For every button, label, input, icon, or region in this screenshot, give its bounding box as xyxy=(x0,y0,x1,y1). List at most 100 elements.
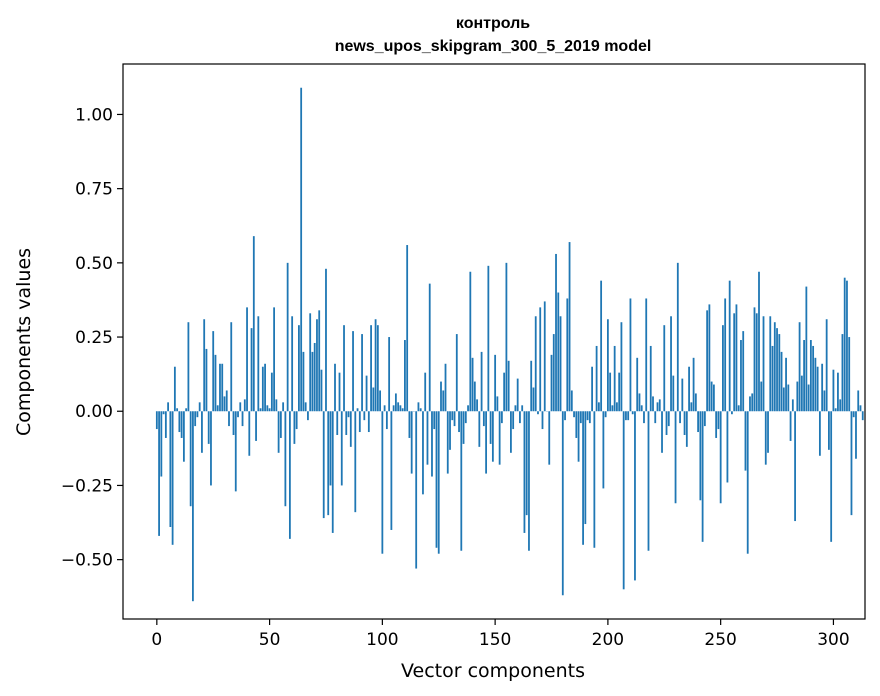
bar-component-138 xyxy=(467,405,469,412)
bar-component-116 xyxy=(417,402,420,412)
bar-component-151 xyxy=(496,396,499,412)
bar-component-35 xyxy=(234,411,237,492)
bar-component-255 xyxy=(731,411,733,415)
bar-component-134 xyxy=(458,411,460,433)
bar-component-234 xyxy=(683,411,686,435)
bar-component-258 xyxy=(737,405,740,412)
bar-component-41 xyxy=(248,411,251,456)
bar-component-45 xyxy=(257,316,260,412)
bar-component-302 xyxy=(837,372,839,412)
bar-component-117 xyxy=(419,408,422,412)
bar-component-215 xyxy=(640,405,643,412)
bar-component-310 xyxy=(855,411,857,459)
bar-component-303 xyxy=(839,399,842,412)
bar-component-239 xyxy=(694,393,697,412)
bar-component-43 xyxy=(252,236,255,412)
bar-component-93 xyxy=(365,375,368,412)
bar-component-191 xyxy=(586,411,589,421)
bar-component-206 xyxy=(620,322,623,412)
bar-component-279 xyxy=(785,357,787,412)
bar-component-232 xyxy=(679,411,681,424)
bar-component-245 xyxy=(708,304,711,412)
bar-component-231 xyxy=(676,262,679,412)
bar-component-160 xyxy=(516,378,519,412)
x-tick-label: 50 xyxy=(259,630,281,650)
bar-component-20 xyxy=(201,411,203,453)
bar-component-76 xyxy=(327,411,330,516)
bar-component-143 xyxy=(478,411,481,447)
bar-component-102 xyxy=(385,411,388,430)
bar-component-246 xyxy=(710,381,713,412)
bar-component-99 xyxy=(379,390,381,412)
bar-component-170 xyxy=(539,307,542,412)
bar-component-233 xyxy=(681,378,684,412)
bar-component-127 xyxy=(442,390,445,412)
bar-component-248 xyxy=(715,411,718,438)
bar-component-57 xyxy=(284,411,287,507)
bar-component-34 xyxy=(232,411,235,435)
bar-component-172 xyxy=(543,301,546,412)
bar-component-311 xyxy=(857,390,860,412)
bar-component-42 xyxy=(250,328,253,412)
bar-component-51 xyxy=(270,372,273,412)
bar-component-211 xyxy=(631,411,634,415)
bar-component-30 xyxy=(223,396,226,412)
bar-component-257 xyxy=(735,304,738,412)
bar-component-290 xyxy=(809,340,812,412)
bar-component-229 xyxy=(672,375,675,412)
bar-component-161 xyxy=(519,411,521,424)
y-tick-label: −0.50 xyxy=(61,551,113,571)
bar-component-260 xyxy=(742,331,745,412)
bar-component-188 xyxy=(579,411,582,424)
x-axis: 0 50 100 150 200 250 300 xyxy=(151,619,850,650)
bar-component-235 xyxy=(685,411,688,447)
bar-component-13 xyxy=(185,408,188,412)
bar-component-296 xyxy=(823,390,826,412)
x-axis-label: Vector components xyxy=(401,660,585,682)
bar-component-293 xyxy=(816,366,819,412)
bar-component-24 xyxy=(210,411,212,486)
bar-component-112 xyxy=(408,411,411,438)
bar-component-69 xyxy=(311,351,314,412)
bar-component-159 xyxy=(514,405,517,412)
bar-component-75 xyxy=(325,268,327,412)
bar-component-7 xyxy=(171,411,174,545)
bar-component-187 xyxy=(577,411,580,462)
bar-component-14 xyxy=(187,322,190,412)
bar-component-38 xyxy=(241,411,244,427)
bar-component-295 xyxy=(821,363,824,412)
bar-component-280 xyxy=(787,384,790,412)
bar-component-118 xyxy=(422,411,424,495)
bar-component-94 xyxy=(367,411,370,433)
bar-component-73 xyxy=(320,369,323,412)
bar-component-9 xyxy=(176,408,179,412)
bar-component-44 xyxy=(255,411,257,441)
bar-component-15 xyxy=(189,411,192,507)
bar-component-1 xyxy=(158,411,160,536)
bar-component-312 xyxy=(859,405,862,412)
bar-component-203 xyxy=(613,345,616,412)
bar-component-178 xyxy=(557,292,560,412)
bar-component-240 xyxy=(697,411,699,433)
bar-component-130 xyxy=(449,411,451,450)
bar-component-106 xyxy=(394,393,397,412)
bar-component-113 xyxy=(410,411,413,474)
bar-component-54 xyxy=(277,411,280,453)
bar-component-121 xyxy=(428,283,431,412)
bar-component-129 xyxy=(446,411,449,474)
bar-component-179 xyxy=(559,316,562,412)
bar-component-209 xyxy=(627,411,630,421)
bar-component-182 xyxy=(566,298,569,412)
bar-component-249 xyxy=(717,411,720,430)
bar-component-105 xyxy=(392,405,395,412)
bar-component-217 xyxy=(645,298,648,412)
bar-component-236 xyxy=(688,366,690,412)
y-axis-label: Components values xyxy=(13,248,35,436)
bar-component-237 xyxy=(690,402,693,412)
bar-component-201 xyxy=(609,372,612,412)
bar-component-313 xyxy=(861,411,864,421)
bar-component-91 xyxy=(361,334,363,412)
bar-component-28 xyxy=(219,363,221,412)
bar-component-263 xyxy=(749,396,751,412)
